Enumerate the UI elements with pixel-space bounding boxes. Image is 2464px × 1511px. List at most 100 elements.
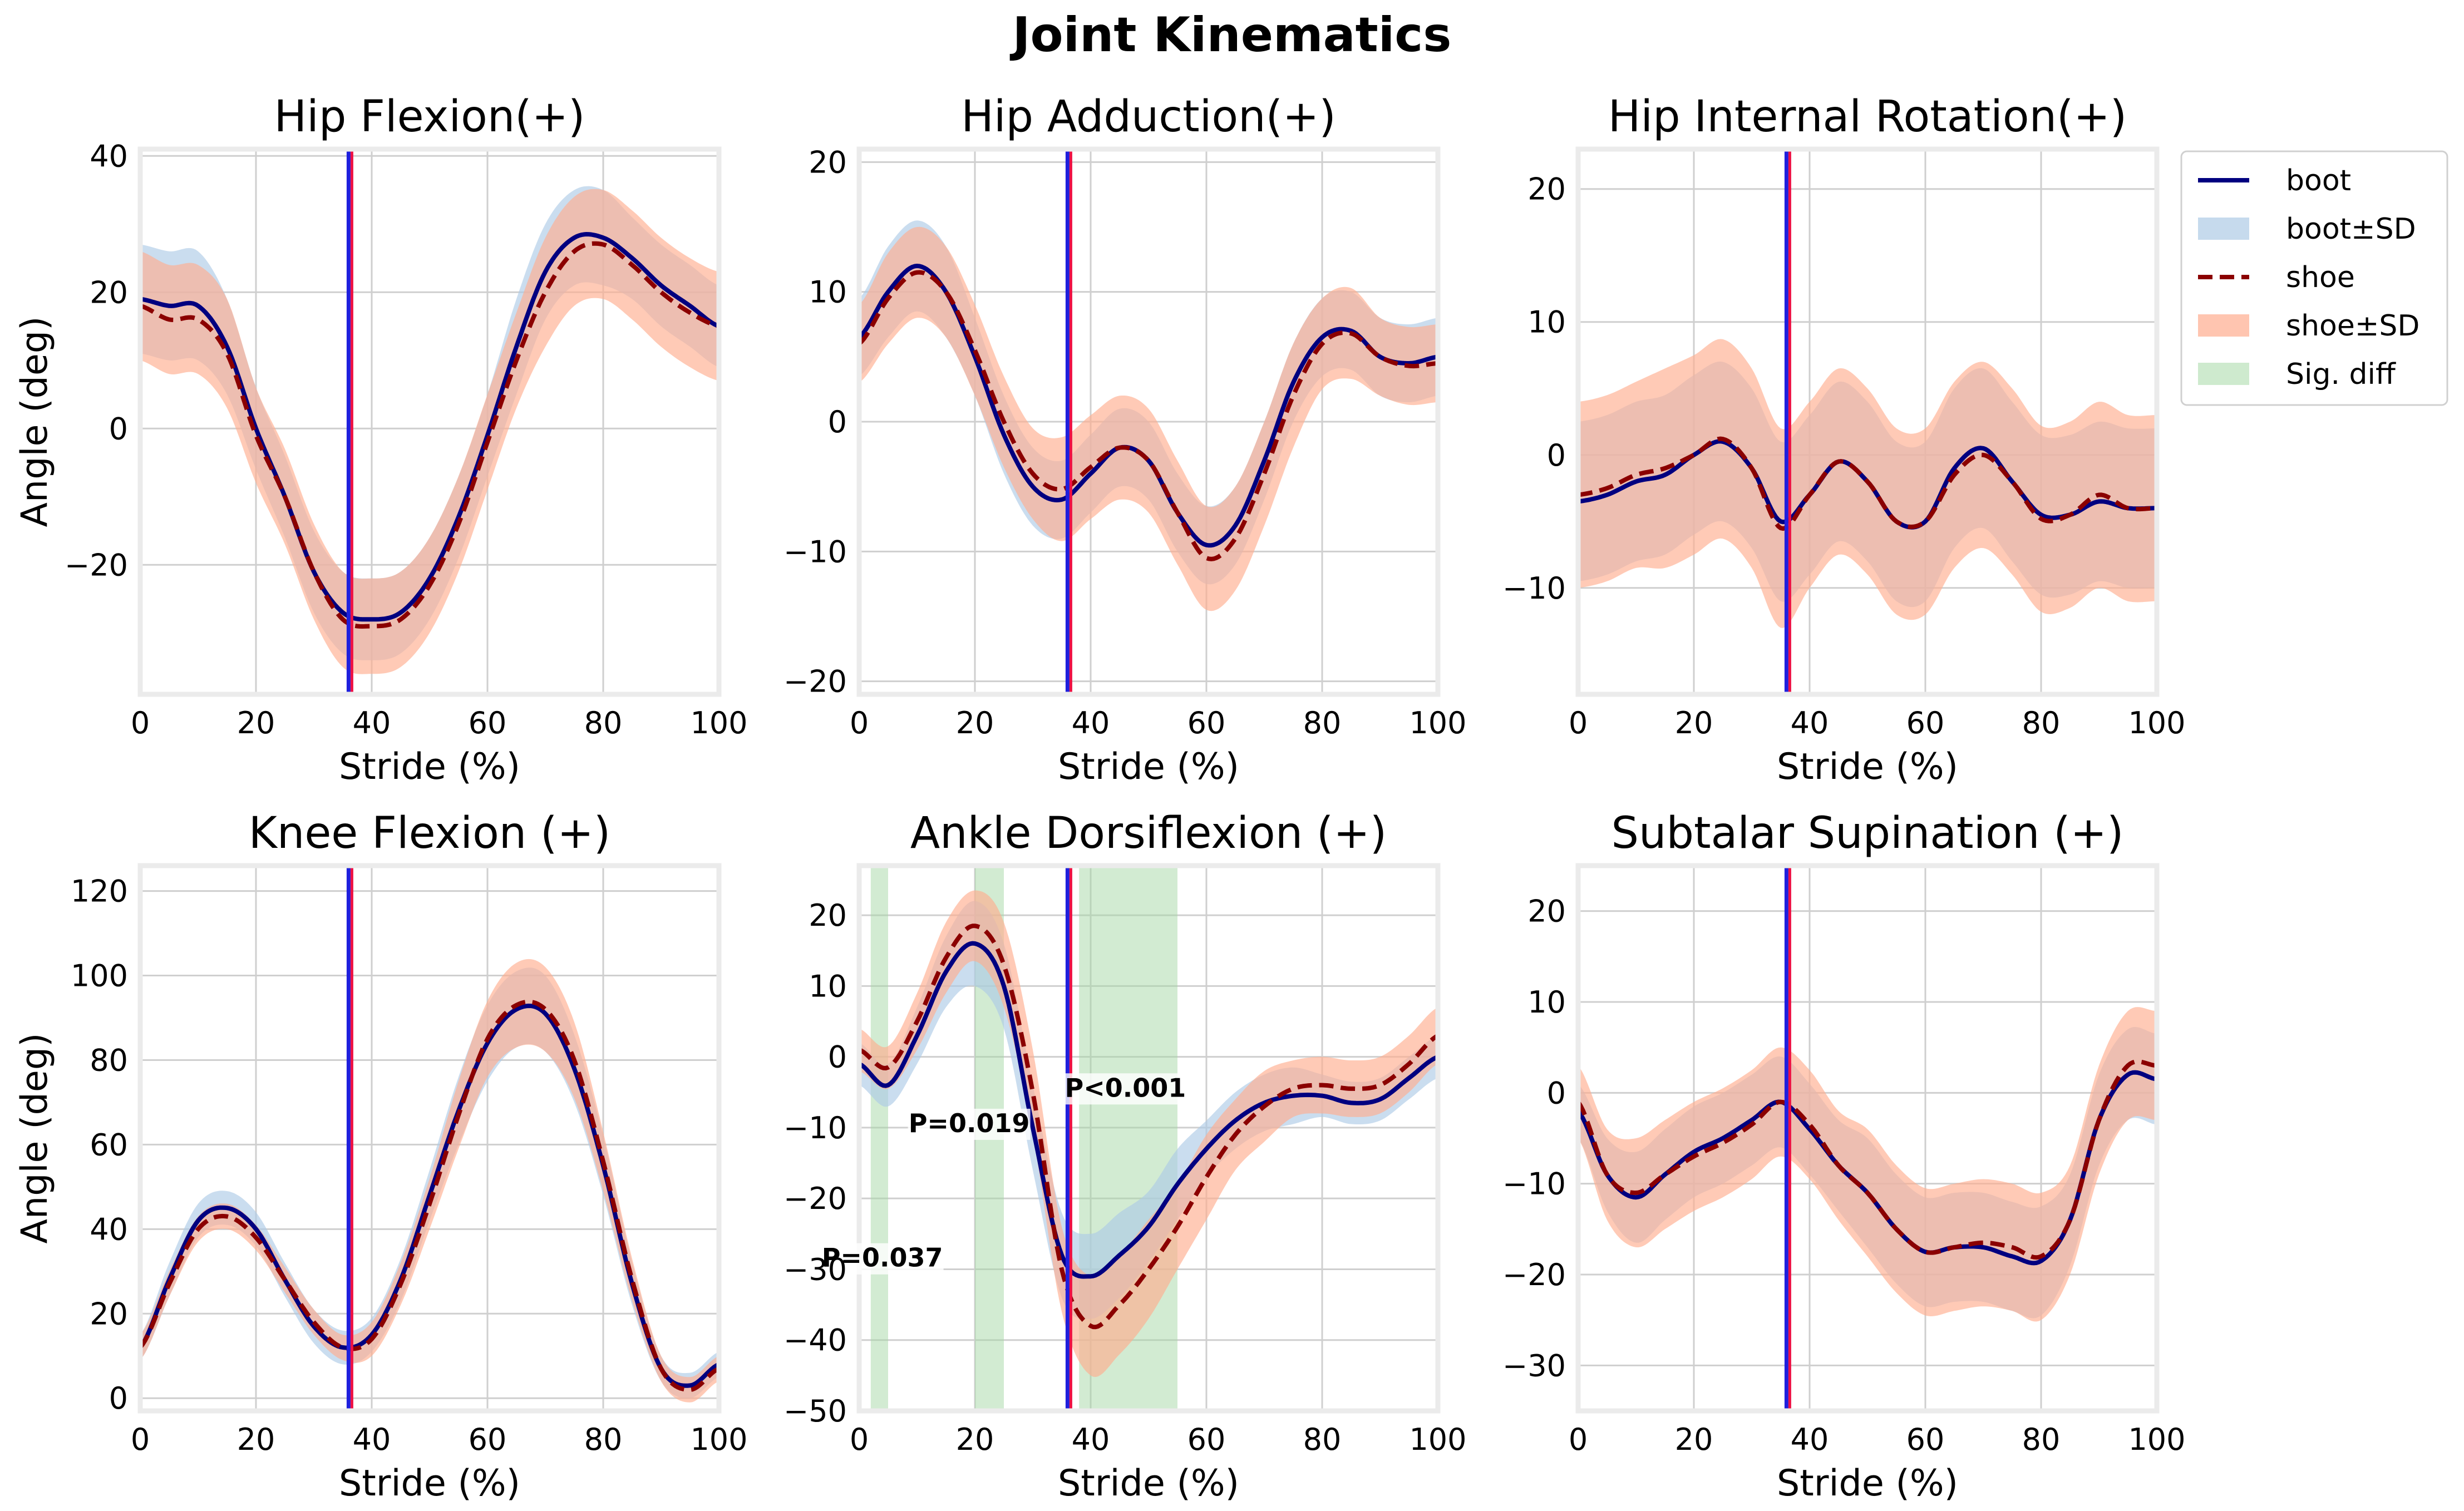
x-tick-label: 20 bbox=[1675, 705, 1713, 740]
y-tick-label: −20 bbox=[783, 1181, 847, 1216]
shoe-line bbox=[140, 241, 719, 629]
annotation-box bbox=[908, 1108, 1031, 1140]
axes-frame bbox=[856, 863, 1441, 1414]
sig-diff-swatch bbox=[2198, 363, 2249, 385]
x-tick-label: 80 bbox=[2022, 1422, 2061, 1457]
shoe-line bbox=[1578, 436, 2157, 531]
annotation-text: P<0.001 bbox=[1065, 1073, 1186, 1103]
y-tick-label: 100 bbox=[71, 959, 128, 994]
x-tick-label: 0 bbox=[1569, 705, 1588, 740]
shoe-line bbox=[859, 270, 1438, 561]
x-tick-label: 100 bbox=[2128, 705, 2185, 740]
plot-area bbox=[859, 149, 1438, 694]
subplot-title: Hip Flexion(+) bbox=[274, 92, 585, 142]
plot-area bbox=[140, 149, 719, 694]
x-axis-label: Stride (%) bbox=[1058, 746, 1239, 788]
x-tick-label: 100 bbox=[1409, 705, 1466, 740]
axes-frame bbox=[1575, 863, 2160, 1414]
shoe-sd-band bbox=[859, 226, 1438, 611]
legend-label: boot±SD bbox=[2286, 213, 2416, 246]
x-tick-label: 0 bbox=[850, 1422, 869, 1457]
y-tick-label: 40 bbox=[90, 139, 128, 174]
legend: boot boot±SD shoe shoe±SD Sig. diff bbox=[2180, 150, 2448, 406]
boot-line bbox=[859, 264, 1438, 548]
shoe-sd-swatch bbox=[2198, 314, 2249, 337]
p-value-annotation: P=0.037 bbox=[821, 1243, 944, 1275]
x-tick-label: 80 bbox=[1303, 1422, 1342, 1457]
x-tick-label: 0 bbox=[850, 705, 869, 740]
y-axis-label: Angle (deg) bbox=[14, 317, 56, 527]
axes-frame bbox=[137, 146, 722, 697]
y-tick-label: 0 bbox=[109, 411, 128, 446]
x-tick-label: 60 bbox=[469, 705, 507, 740]
x-tick-label: 0 bbox=[131, 705, 150, 740]
y-tick-label: −10 bbox=[783, 1110, 847, 1145]
boot-line bbox=[140, 232, 719, 622]
subplot-title: Subtalar Supination (+) bbox=[1612, 808, 2124, 858]
y-tick-label: 20 bbox=[1527, 172, 1566, 207]
x-tick-label: 40 bbox=[1072, 1422, 1110, 1457]
x-tick-label: 40 bbox=[353, 1422, 391, 1457]
subplot-grid: Hip Flexion(+)0 20 40 60 80 100−2002040Stride… bbox=[14, 92, 2186, 1504]
x-tick-label: 60 bbox=[1906, 705, 1945, 740]
subplot-title: Ankle Dorsiflexion (+) bbox=[910, 808, 1387, 858]
x-tick-label: 20 bbox=[237, 1422, 275, 1457]
y-tick-label: −30 bbox=[783, 1252, 847, 1287]
subplot-3: Hip Internal Rotation(+) 0 20 40 60 80 100 −10 0… bbox=[1502, 92, 2186, 788]
y-tick-label: 80 bbox=[90, 1043, 128, 1078]
x-tick-label: 40 bbox=[1791, 1422, 1829, 1457]
subplot-title: Knee Flexion (+) bbox=[249, 808, 611, 858]
y-tick-label: −20 bbox=[65, 547, 128, 582]
legend-item: Sig. diff bbox=[2198, 358, 2396, 391]
shoe-sd-band bbox=[1578, 1007, 2157, 1322]
x-tick-label: 60 bbox=[1906, 1422, 1945, 1457]
x-axis-label: Stride (%) bbox=[339, 1463, 520, 1504]
legend-label: shoe bbox=[2286, 261, 2355, 294]
y-tick-label: −40 bbox=[783, 1323, 847, 1358]
x-tick-label: 100 bbox=[1409, 1422, 1466, 1457]
shoe-line bbox=[140, 999, 719, 1392]
y-tick-label: 10 bbox=[1527, 305, 1566, 340]
y-tick-label: 60 bbox=[90, 1127, 128, 1162]
shoe-sd-band bbox=[859, 890, 1438, 1377]
boot-line bbox=[859, 941, 1438, 1279]
y-tick-label: 20 bbox=[90, 1296, 128, 1331]
x-tick-label: 100 bbox=[690, 705, 747, 740]
plot-area bbox=[1578, 149, 2157, 694]
y-tick-label: 10 bbox=[1527, 985, 1566, 1020]
legend-item: boot±SD bbox=[2198, 213, 2416, 246]
y-tick-label: 0 bbox=[1547, 1075, 1566, 1110]
legend-label: shoe±SD bbox=[2286, 309, 2419, 343]
y-tick-label: −10 bbox=[1502, 1167, 1566, 1202]
subplot-4: Knee Flexion (+) 0 20 40 60 80 100 0 20 40 60 80 100… bbox=[14, 808, 748, 1504]
y-tick-label: 120 bbox=[71, 874, 128, 909]
x-tick-label: 20 bbox=[956, 705, 994, 740]
subplot-6: Subtalar Supination (+)0 20 40 60 80 100−30−2… bbox=[1502, 808, 2186, 1504]
legend-item: shoe bbox=[2198, 261, 2355, 294]
y-tick-label: 20 bbox=[809, 145, 847, 180]
x-tick-label: 80 bbox=[1303, 705, 1342, 740]
plot-area bbox=[140, 866, 719, 1411]
x-tick-label: 80 bbox=[584, 705, 623, 740]
subplot-2: Hip Adduction(+) 0 20 40 60 80 100 −20 −10 0 10 20 S… bbox=[783, 92, 1467, 788]
annotation-text: P=0.019 bbox=[909, 1108, 1030, 1138]
subplot-title: Hip Adduction(+) bbox=[961, 92, 1336, 142]
annotation-box bbox=[1064, 1073, 1187, 1105]
x-tick-label: 60 bbox=[1187, 1422, 1226, 1457]
x-tick-label: 0 bbox=[1569, 1422, 1588, 1457]
y-tick-label: −10 bbox=[783, 534, 847, 569]
x-tick-label: 20 bbox=[1675, 1422, 1713, 1457]
gridlines bbox=[140, 866, 719, 1411]
legend-item: shoe±SD bbox=[2198, 309, 2419, 343]
y-tick-label: 20 bbox=[1527, 894, 1566, 929]
sig-diff-region-1 bbox=[870, 866, 888, 1411]
x-tick-label: 40 bbox=[353, 705, 391, 740]
shoe-line bbox=[1578, 1059, 2157, 1260]
p-value-annotation: P=0.019 bbox=[908, 1108, 1031, 1140]
annotation-box bbox=[821, 1243, 944, 1275]
subplot-1: Hip Flexion(+) 0 20 40 60 80 100 −20 0 20 40 Stride… bbox=[14, 92, 748, 788]
figure-title: Joint Kinematics bbox=[1010, 7, 1452, 63]
x-tick-label: 60 bbox=[469, 1422, 507, 1457]
x-tick-label: 40 bbox=[1791, 705, 1829, 740]
